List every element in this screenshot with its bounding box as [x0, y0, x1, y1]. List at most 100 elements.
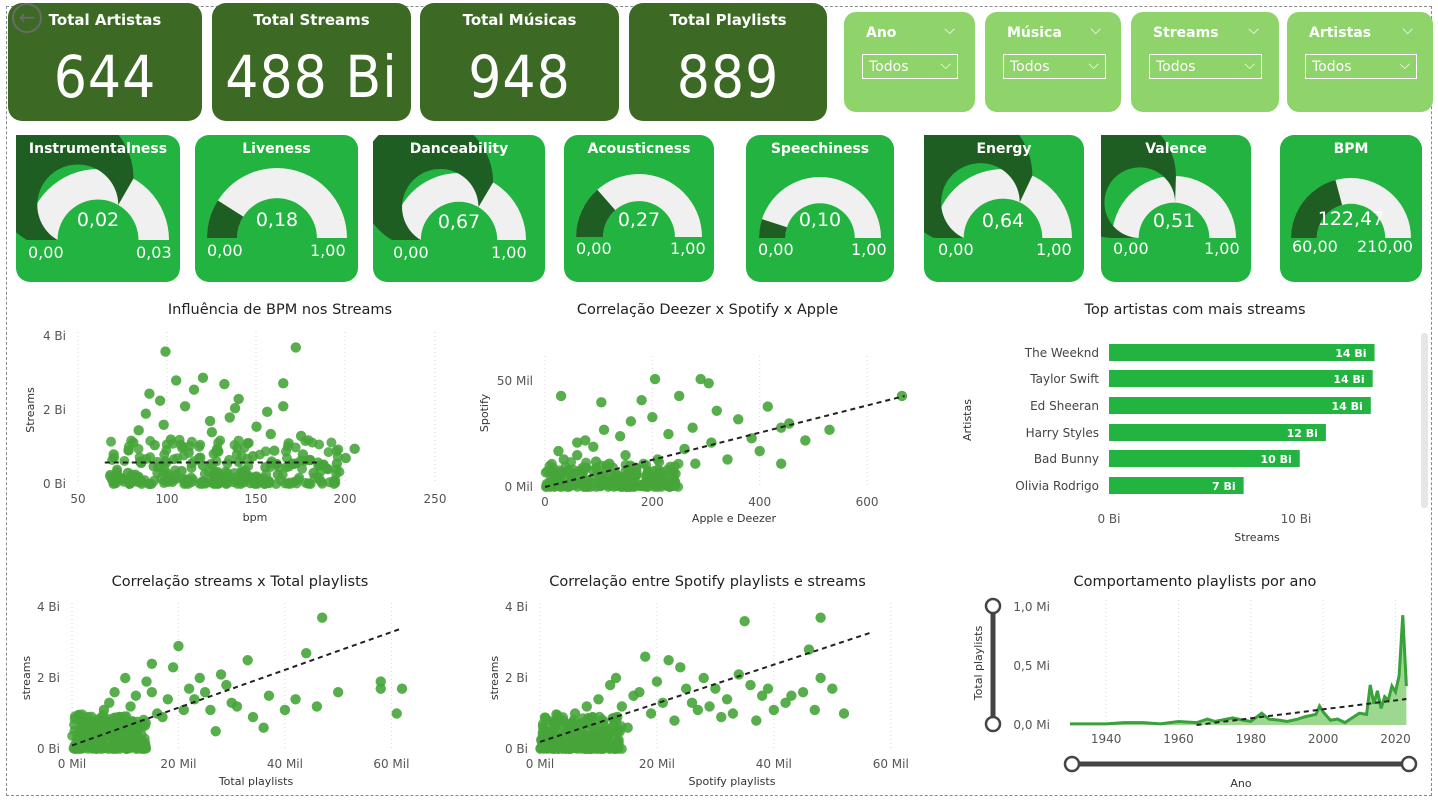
data-point-cloud	[665, 477, 676, 488]
data-point	[616, 701, 628, 712]
data-point	[258, 722, 269, 733]
slicer-musica[interactable]: Música ⌵ Todos ⌵	[985, 12, 1121, 112]
data-point	[679, 443, 690, 455]
data-point	[733, 669, 744, 680]
data-point	[279, 704, 291, 716]
data-point-cloud	[161, 439, 172, 450]
data-point	[572, 437, 583, 448]
y-tick-label: 0,0 Mi	[1013, 718, 1050, 732]
data-point-cloud	[615, 477, 626, 488]
data-point	[704, 701, 715, 712]
data-point-cloud	[215, 435, 226, 446]
data-point	[784, 418, 795, 429]
data-point-cloud	[305, 455, 316, 466]
x-tick-label: 60 Mil	[373, 757, 409, 771]
data-point-cloud	[284, 477, 295, 488]
slicer-ano[interactable]: Ano ⌵ Todos ⌵	[844, 12, 975, 112]
y-axis-label: Spotify	[478, 393, 491, 432]
slicer-dropdown[interactable]: Todos ⌵	[1149, 54, 1262, 79]
y-range-slider-handle[interactable]	[984, 715, 1002, 733]
data-point	[160, 346, 171, 357]
data-point	[651, 676, 663, 687]
kpi-total-artistas: Total Artistas 644	[8, 3, 202, 121]
data-point	[104, 697, 115, 709]
data-point-cloud	[229, 468, 240, 479]
data-point	[710, 683, 721, 694]
data-point-cloud	[98, 743, 109, 754]
data-point	[242, 655, 253, 666]
x-tick-label: 0	[541, 495, 549, 509]
slicer-label: Streams	[1153, 25, 1219, 41]
data-point	[614, 431, 626, 442]
data-point	[824, 424, 835, 436]
x-range-slider-handle[interactable]	[1063, 755, 1081, 773]
gauge-track	[934, 169, 1072, 238]
data-point-cloud	[159, 478, 170, 489]
data-point	[229, 402, 241, 414]
slicer-streams[interactable]: Streams ⌵ Todos ⌵	[1131, 12, 1279, 112]
gauge-fill	[16, 135, 134, 240]
chevron-down-icon[interactable]: ⌵	[1248, 22, 1259, 38]
slicer-dropdown[interactable]: Todos ⌵	[1003, 54, 1106, 79]
data-point-cloud	[568, 464, 579, 475]
dropdown-value: Todos	[869, 59, 909, 75]
y-axis-label: Total playlists	[972, 626, 985, 702]
data-point-cloud	[309, 472, 320, 483]
data-point	[197, 372, 209, 384]
back-arrow-icon[interactable]: ←	[12, 3, 42, 33]
gauge-arc	[373, 135, 526, 240]
chevron-down-icon[interactable]: ⌵	[944, 22, 955, 38]
data-point-cloud	[186, 436, 197, 447]
data-point-cloud	[594, 711, 605, 722]
gauge-title: BPM	[1333, 141, 1369, 157]
gauge-min-label: 60,00	[1292, 237, 1338, 256]
chevron-down-icon: ⌵	[940, 57, 951, 73]
data-point-cloud	[194, 441, 205, 452]
gauge-min-label: 0,00	[28, 243, 64, 262]
chart-title-dsa: Correlação Deezer x Spotify x Apple	[576, 302, 839, 318]
data-point-cloud	[178, 441, 189, 452]
gauge-title: Acousticness	[587, 141, 691, 157]
chart-title-ssp: Correlação entre Spotify playlists e str…	[549, 574, 866, 590]
gauge-track	[576, 174, 702, 237]
x-tick-label: 200	[334, 492, 357, 506]
slicer-dropdown[interactable]: Todos ⌵	[1305, 54, 1417, 79]
data-point	[780, 697, 791, 709]
data-point	[640, 651, 651, 662]
scrollbar[interactable]	[1421, 333, 1428, 508]
data-point-cloud	[239, 442, 250, 453]
data-point-cloud	[328, 478, 339, 489]
x-tick-label: 1960	[1163, 732, 1194, 746]
data-point	[797, 687, 809, 698]
chevron-down-icon[interactable]: ⌵	[1090, 22, 1101, 38]
data-point	[391, 708, 402, 719]
data-point	[692, 704, 704, 716]
data-point	[786, 690, 797, 701]
gauge-value: 122,47	[1317, 208, 1385, 230]
data-point	[680, 683, 692, 694]
gauge-min-label: 0,00	[938, 240, 974, 259]
slicer-artistas[interactable]: Artistas ⌵ Todos ⌵	[1287, 12, 1433, 112]
chevron-down-icon[interactable]: ⌵	[1402, 22, 1413, 38]
kpi-value: 644	[53, 43, 157, 111]
data-point-cloud	[303, 478, 314, 489]
data-point	[120, 672, 131, 684]
data-point-cloud	[548, 719, 559, 730]
slicer-dropdown[interactable]: Todos ⌵	[862, 54, 958, 79]
gauge-max-label: 1,00	[310, 241, 346, 260]
y-range-slider-handle[interactable]	[984, 597, 1002, 615]
data-point-cloud	[592, 733, 603, 744]
data-point	[332, 687, 344, 698]
chart-title-ppy: Comportamento playlists por ano	[1073, 574, 1317, 590]
data-point	[167, 662, 179, 673]
x-range-slider-handle[interactable]	[1400, 755, 1418, 773]
y-tick-label: 4 Bi	[43, 329, 66, 343]
data-point	[727, 708, 739, 719]
x-axis-label: Total playlists	[218, 775, 294, 788]
data-point-cloud	[326, 437, 337, 448]
kpi-value: 948	[468, 43, 571, 111]
bar-category-label: Olivia Rodrigo	[1015, 479, 1099, 493]
bar-data-label: 14 Bi	[1335, 347, 1366, 360]
data-point	[125, 701, 136, 712]
data-point-cloud	[558, 712, 569, 723]
